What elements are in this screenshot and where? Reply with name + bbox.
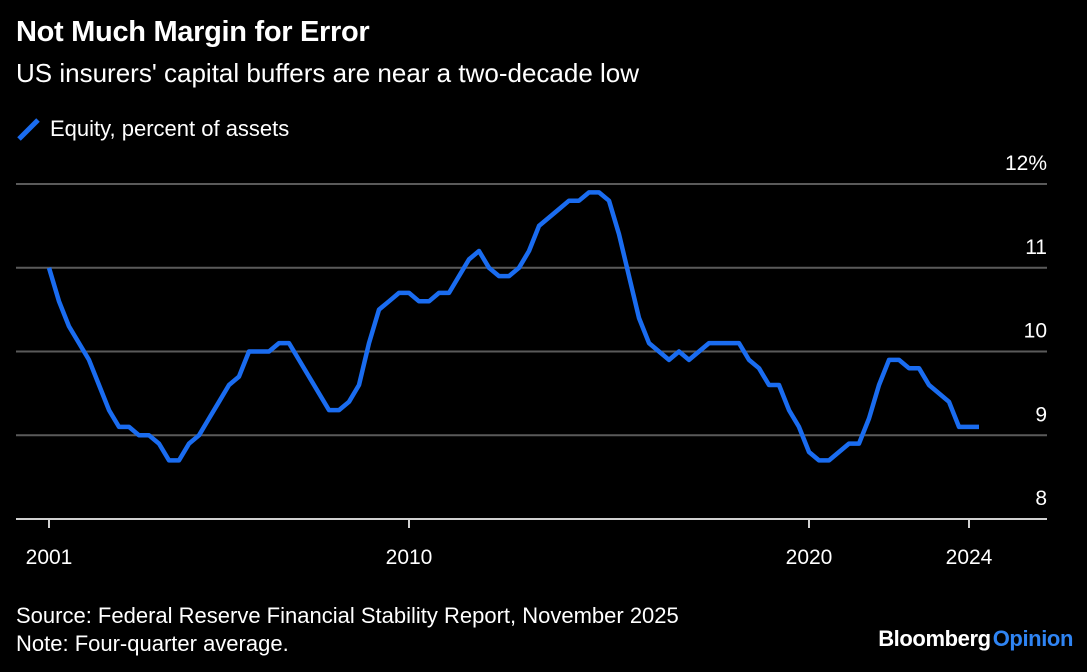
x-axis-labels: 2001 2010 2020 2024: [26, 546, 993, 569]
x-tick-label: 2020: [786, 546, 833, 569]
x-tick-label: 2010: [386, 546, 433, 569]
y-tick-label: 8: [1035, 487, 1047, 510]
x-tick-label: 2001: [26, 546, 73, 569]
x-tick-label: 2024: [946, 546, 993, 569]
brand-accent: Opinion: [992, 626, 1074, 651]
legend: Equity, percent of assets: [16, 114, 289, 144]
series-line: [46, 190, 979, 463]
chart-title: Not Much Margin for Error: [16, 16, 370, 48]
x-axis: [16, 518, 1047, 528]
y-tick-label: 12%: [1005, 152, 1047, 175]
brand-logo: BloombergOpinion: [878, 626, 1073, 652]
chart-subtitle: US insurers' capital buffers are near a …: [16, 58, 640, 88]
y-tick-label: 9: [1035, 403, 1047, 426]
legend-label: Equity, percent of assets: [50, 116, 290, 141]
y-tick-label: 11: [1025, 236, 1047, 259]
gridlines: [16, 183, 1047, 437]
y-axis-labels: 8 9 10 11 12%: [1005, 152, 1047, 510]
footnote: Note: Four-quarter average.: [16, 631, 289, 656]
source-note: Source: Federal Reserve Financial Stabil…: [16, 603, 679, 628]
y-tick-label: 10: [1024, 320, 1047, 343]
line-chart: 8 9 10 11 12% 2001 2010 2020 2024: [16, 152, 1047, 569]
brand-name: Bloomberg: [878, 626, 991, 651]
series: [46, 190, 979, 463]
legend-swatch-icon: [17, 118, 40, 141]
